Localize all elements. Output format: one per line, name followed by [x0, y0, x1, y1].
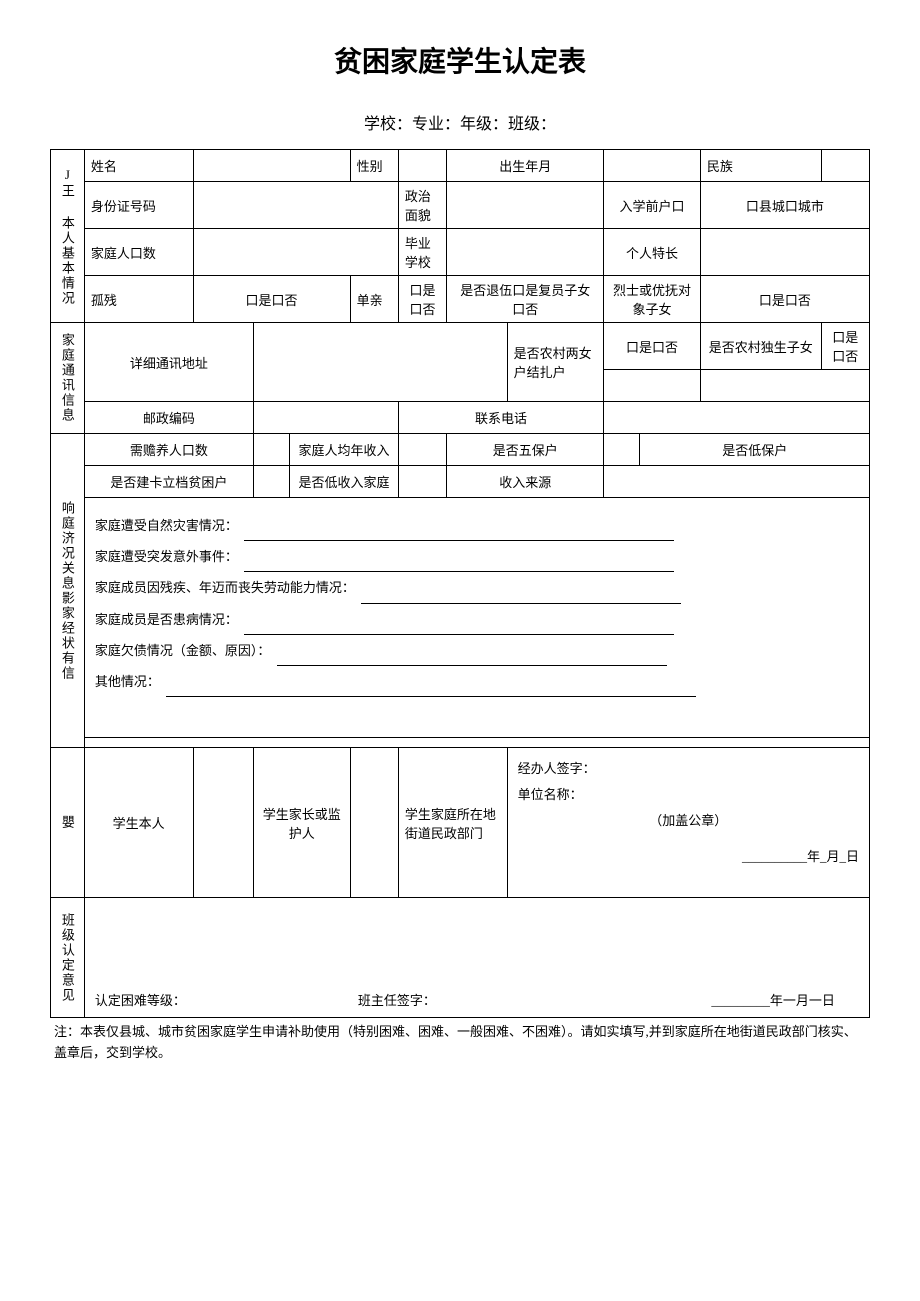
- section2-label: 家庭通讯信息: [51, 323, 85, 434]
- gender-field[interactable]: [398, 150, 446, 182]
- hukou-label: 入学前户口: [604, 182, 701, 229]
- famsize-label: 家庭人口数: [84, 229, 193, 276]
- page-subtitle: 学校：专业：年级：班级：: [50, 110, 870, 134]
- dept-label: 学生家庭所在地街道民政部门: [398, 748, 507, 898]
- martyr-label: 烈士或优抚对象子女: [604, 276, 701, 323]
- ethnic-label: 民族: [700, 150, 821, 182]
- class-opinion-block[interactable]: 认定困难等级： 班主任签字： _________年一月一日: [84, 898, 869, 1018]
- student-self-label: 学生本人: [84, 748, 193, 898]
- lowinc-field[interactable]: [398, 466, 446, 498]
- famsize-field[interactable]: [193, 229, 398, 276]
- single-opt[interactable]: 口是口否: [398, 276, 446, 323]
- twogirl-blank: [604, 370, 701, 402]
- specialty-label: 个人特长: [604, 229, 701, 276]
- opinion-level: 认定困难等级：: [95, 990, 355, 1009]
- section1-label: J王 本人基本情况: [51, 150, 85, 323]
- phone-field[interactable]: [604, 402, 870, 434]
- addr-field[interactable]: [253, 323, 507, 402]
- opinion-teacher: 班主任签字：: [358, 990, 603, 1009]
- zip-label: 邮政编码: [84, 402, 253, 434]
- guardian-label: 学生家长或监护人: [253, 748, 350, 898]
- page-title: 贫困家庭学生认定表: [50, 40, 870, 80]
- gradschool-label: 毕业学校: [398, 229, 446, 276]
- phone-label: 联系电话: [398, 402, 603, 434]
- addr-label: 详细通讯地址: [84, 323, 253, 402]
- student-self-field[interactable]: [193, 748, 253, 898]
- jianka-label: 是否建卡立档贫困户: [84, 466, 253, 498]
- wubao-field[interactable]: [604, 434, 640, 466]
- guardian-field[interactable]: [350, 748, 398, 898]
- seal-note: （加盖公章）: [518, 808, 859, 834]
- spacer-row: [84, 738, 869, 748]
- martyr-opt[interactable]: 口是口否: [700, 276, 869, 323]
- gradschool-field[interactable]: [447, 229, 604, 276]
- onlychild-opt[interactable]: 口是口否: [821, 323, 869, 370]
- specialty-field[interactable]: [700, 229, 869, 276]
- desc-l5: 家庭欠债情况（金额、原因）：: [95, 643, 264, 658]
- desc-l2: 家庭遭受突发意外事件：: [95, 549, 232, 564]
- section4-label: 嬰: [51, 748, 85, 898]
- description-block[interactable]: 家庭遭受自然灾害情况： 家庭遭受突发意外事件： 家庭成员因残疾、年迈而丧失劳动能…: [84, 498, 869, 738]
- section3-label: 响庭济况关息影家经状有信: [51, 434, 85, 748]
- twogirl-label: 是否农村两女户结扎户: [507, 323, 604, 402]
- orphan-opt[interactable]: 口是口否: [193, 276, 350, 323]
- income-field[interactable]: [398, 434, 446, 466]
- single-label: 单亲: [350, 276, 398, 323]
- support-label: 需赡养人口数: [84, 434, 253, 466]
- birth-field[interactable]: [604, 150, 701, 182]
- handler-sign: 经办人签字：: [518, 756, 859, 782]
- support-field[interactable]: [253, 434, 289, 466]
- desc-l6: 其他情况：: [95, 674, 154, 689]
- idno-label: 身份证号码: [84, 182, 193, 229]
- orphan-label: 孤残: [84, 276, 193, 323]
- jianka-field[interactable]: [253, 466, 289, 498]
- name-field[interactable]: [193, 150, 350, 182]
- opinion-date: _________年一月一日: [606, 990, 835, 1009]
- form-table: J王 本人基本情况 姓名 性别 出生年月 民族 身份证号码 政治面貌 入学前户口…: [50, 149, 870, 1018]
- political-field[interactable]: [447, 182, 604, 229]
- source-label: 收入来源: [447, 466, 604, 498]
- ethnic-field[interactable]: [821, 150, 869, 182]
- desc-l4: 家庭成员是否患病情况：: [95, 612, 232, 627]
- gender-label: 性别: [350, 150, 398, 182]
- source-field[interactable]: [604, 466, 870, 498]
- veteran-label: 是否退伍口是复员子女 口否: [447, 276, 604, 323]
- onlychild-blank: [700, 370, 869, 402]
- political-label: 政治面貌: [398, 182, 446, 229]
- zip-field[interactable]: [253, 402, 398, 434]
- dibao-label: 是否低保户: [640, 434, 870, 466]
- footnote: 注：本表仅县城、城市贫困家庭学生申请补助使用（特别困难、困难、一般困难、不困难）…: [50, 1022, 870, 1064]
- wubao-label: 是否五保户: [447, 434, 604, 466]
- desc-l3: 家庭成员因残疾、年迈而丧失劳动能力情况：: [95, 580, 349, 595]
- unit-name: 单位名称：: [518, 782, 859, 808]
- birth-label: 出生年月: [447, 150, 604, 182]
- section5-label: 班级认定意见: [51, 898, 85, 1018]
- name-label: 姓名: [84, 150, 193, 182]
- dept-signature-block[interactable]: 经办人签字： 单位名称： （加盖公章） __________年_月_日: [507, 748, 869, 898]
- desc-l1: 家庭遭受自然灾害情况：: [95, 518, 232, 533]
- onlychild-label: 是否农村独生子女: [700, 323, 821, 370]
- idno-field[interactable]: [193, 182, 398, 229]
- twogirl-opt[interactable]: 口是口否: [604, 323, 701, 370]
- hukou-opt[interactable]: 口县城口城市: [700, 182, 869, 229]
- income-label: 家庭人均年收入: [290, 434, 399, 466]
- lowinc-label: 是否低收入家庭: [290, 466, 399, 498]
- sig-date: __________年_月_日: [518, 844, 859, 870]
